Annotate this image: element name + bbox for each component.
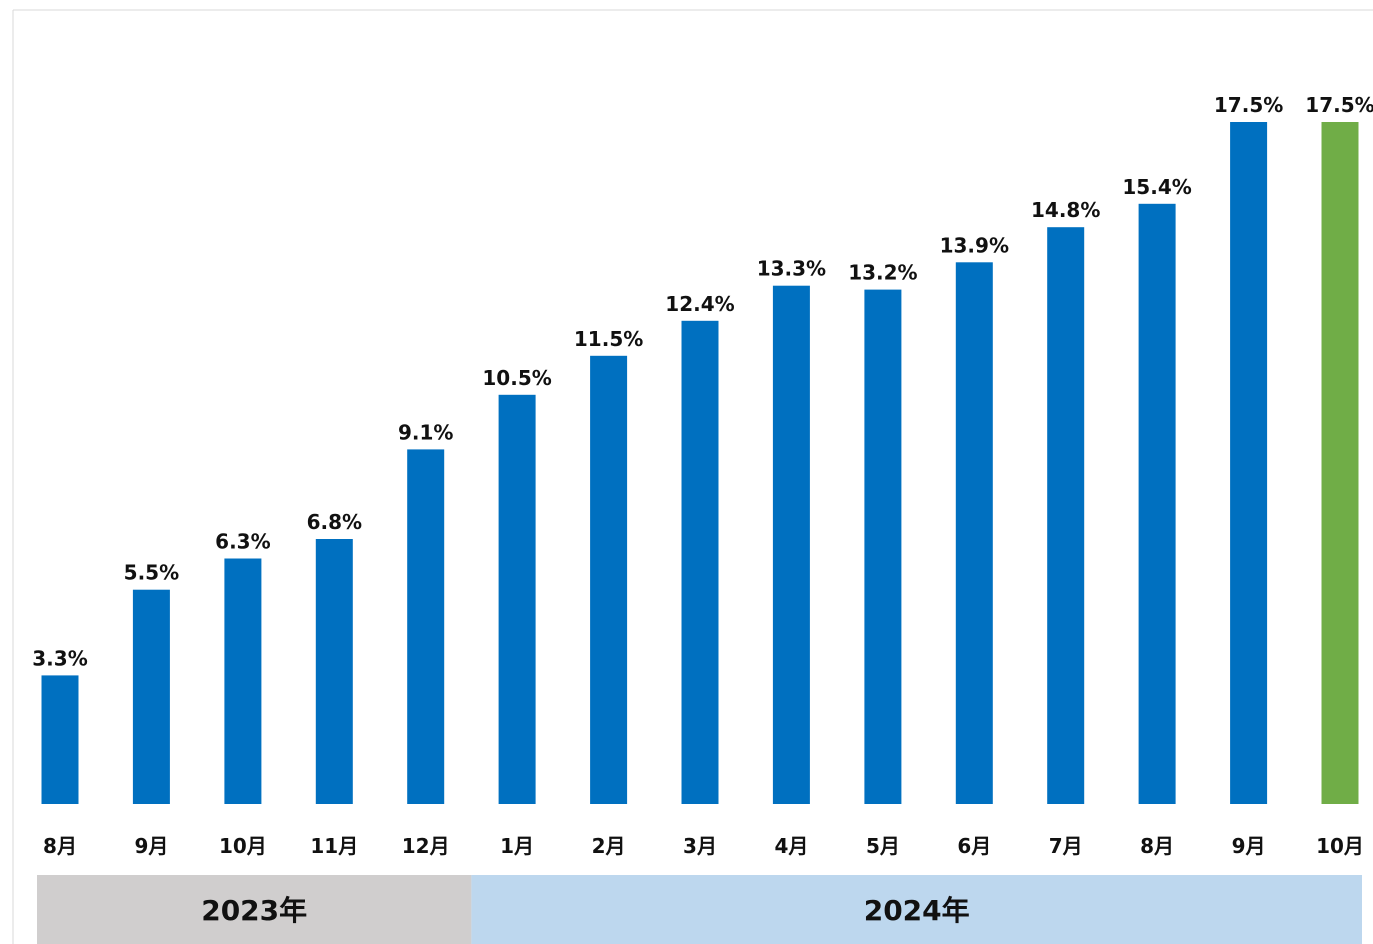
bar-value-label: 13.2% bbox=[848, 261, 917, 285]
bar-value-label: 15.4% bbox=[1122, 175, 1191, 199]
value-labels: 3.3% 5.5% 6.3% 6.8% 9.1% 10.5% 11.5% 12.4% 13.3%… bbox=[32, 93, 1373, 670]
x-tick-label: 9月 bbox=[134, 834, 168, 858]
category-labels: 8月 9月 10月 11月 12月 1月 2月 3月 4月 5月 6月 7月 8月 9月 10月 bbox=[43, 834, 1364, 858]
bar bbox=[315, 539, 353, 804]
year-bands: 2023年 2024年 bbox=[37, 875, 1362, 944]
bar bbox=[681, 320, 719, 804]
year-band-label: 2023年 bbox=[201, 894, 307, 927]
x-tick-label: 3月 bbox=[683, 834, 717, 858]
x-tick-label: 4月 bbox=[774, 834, 808, 858]
bar-value-label: 6.3% bbox=[215, 530, 270, 554]
bar-value-label: 12.4% bbox=[665, 292, 734, 316]
x-tick-label: 9月 bbox=[1232, 834, 1266, 858]
year-band-label: 2024年 bbox=[864, 894, 970, 927]
x-tick-label: 10月 bbox=[1316, 834, 1364, 858]
bar-value-label: 9.1% bbox=[398, 420, 453, 444]
x-tick-label: 1月 bbox=[500, 834, 534, 858]
bar bbox=[407, 449, 445, 804]
bar-value-label: 11.5% bbox=[574, 327, 643, 351]
bar bbox=[498, 394, 536, 804]
bar bbox=[41, 675, 79, 804]
x-tick-label: 6月 bbox=[957, 834, 991, 858]
x-tick-label: 7月 bbox=[1049, 834, 1083, 858]
bar bbox=[590, 355, 628, 804]
x-tick-label: 5月 bbox=[866, 834, 900, 858]
x-tick-label: 8月 bbox=[1140, 834, 1174, 858]
bar-value-label: 5.5% bbox=[124, 561, 179, 585]
bar bbox=[132, 589, 170, 804]
x-tick-label: 12月 bbox=[402, 834, 450, 858]
year-band bbox=[37, 875, 472, 944]
bar bbox=[1047, 227, 1085, 804]
bar bbox=[224, 558, 262, 804]
bar-value-label: 13.3% bbox=[757, 257, 826, 281]
bar bbox=[1230, 122, 1268, 804]
bar-value-label: 17.5% bbox=[1305, 93, 1373, 117]
bar bbox=[864, 289, 902, 805]
bar bbox=[1321, 122, 1359, 804]
bar-value-label: 10.5% bbox=[482, 366, 551, 390]
bar bbox=[955, 262, 993, 804]
bar-value-label: 6.8% bbox=[307, 510, 362, 534]
bar-value-label: 13.9% bbox=[940, 233, 1009, 257]
bar bbox=[772, 285, 810, 804]
x-tick-label: 11月 bbox=[310, 834, 358, 858]
bar-value-label: 3.3% bbox=[32, 646, 87, 670]
bar bbox=[1138, 203, 1176, 805]
x-tick-label: 2月 bbox=[592, 834, 626, 858]
bar-value-label: 14.8% bbox=[1031, 198, 1100, 222]
year-band bbox=[471, 875, 1362, 944]
bar-value-label: 17.5% bbox=[1214, 93, 1283, 117]
x-tick-label: 10月 bbox=[219, 834, 267, 858]
bars bbox=[41, 122, 1359, 805]
x-tick-label: 8月 bbox=[43, 834, 77, 858]
